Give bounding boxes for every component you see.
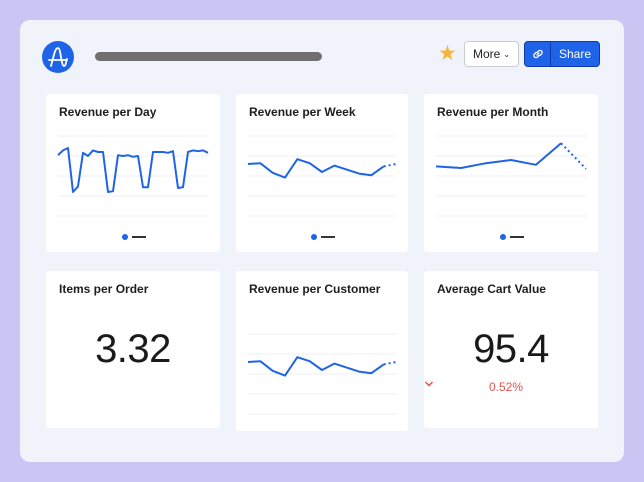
more-label: More bbox=[472, 47, 501, 61]
card-title: Average Cart Value bbox=[437, 282, 546, 296]
card-title: Revenue per Day bbox=[59, 105, 157, 119]
card-revenue-per-day[interactable]: Revenue per Day bbox=[46, 94, 220, 252]
link-icon bbox=[525, 42, 551, 66]
card-average-cart-value[interactable]: Average Cart Value 95.4 0.52% bbox=[424, 271, 598, 428]
more-button[interactable]: More ⌄ bbox=[464, 41, 519, 67]
card-title: Revenue per Week bbox=[249, 105, 356, 119]
dashboard-title-placeholder bbox=[95, 52, 322, 61]
legend-dot bbox=[122, 234, 128, 240]
card-revenue-per-month[interactable]: Revenue per Month bbox=[424, 94, 598, 252]
card-title: Items per Order bbox=[59, 282, 149, 296]
metric-value: 95.4 bbox=[473, 327, 549, 371]
card-title: Revenue per Month bbox=[437, 105, 549, 119]
delta-value: 0.52% bbox=[488, 380, 523, 394]
revenue-per-customer-chart bbox=[247, 333, 397, 415]
legend-dot bbox=[311, 234, 317, 240]
series-line bbox=[435, 142, 562, 169]
dashboard-window: ★ More ⌄ Share Revenue per Day Revenue pe… bbox=[20, 20, 624, 462]
star-icon[interactable]: ★ bbox=[438, 42, 457, 65]
card-title: Revenue per Customer bbox=[249, 282, 381, 296]
revenue-per-month-chart bbox=[435, 135, 587, 240]
projected-line bbox=[560, 142, 587, 170]
revenue-per-week-chart bbox=[247, 135, 397, 240]
card-revenue-per-week[interactable]: Revenue per Week bbox=[236, 94, 408, 252]
amplitude-logo-icon[interactable] bbox=[42, 41, 74, 73]
revenue-per-day-chart bbox=[57, 135, 209, 240]
series-line bbox=[247, 158, 385, 179]
share-button[interactable]: Share bbox=[524, 41, 600, 67]
chevron-down-icon: ⌄ bbox=[503, 49, 511, 59]
card-revenue-per-customer[interactable]: Revenue per Customer bbox=[236, 271, 408, 431]
chevron-down-icon bbox=[424, 381, 434, 387]
legend-dot bbox=[500, 234, 506, 240]
metric-delta: 0.52% bbox=[424, 380, 598, 394]
projected-line bbox=[383, 163, 397, 168]
card-items-per-order[interactable]: Items per Order 3.32 bbox=[46, 271, 220, 428]
series-line bbox=[247, 356, 385, 377]
projected-line bbox=[383, 361, 397, 366]
series-line bbox=[57, 147, 209, 193]
metric-value: 3.32 bbox=[95, 327, 171, 371]
share-label: Share bbox=[558, 47, 592, 61]
